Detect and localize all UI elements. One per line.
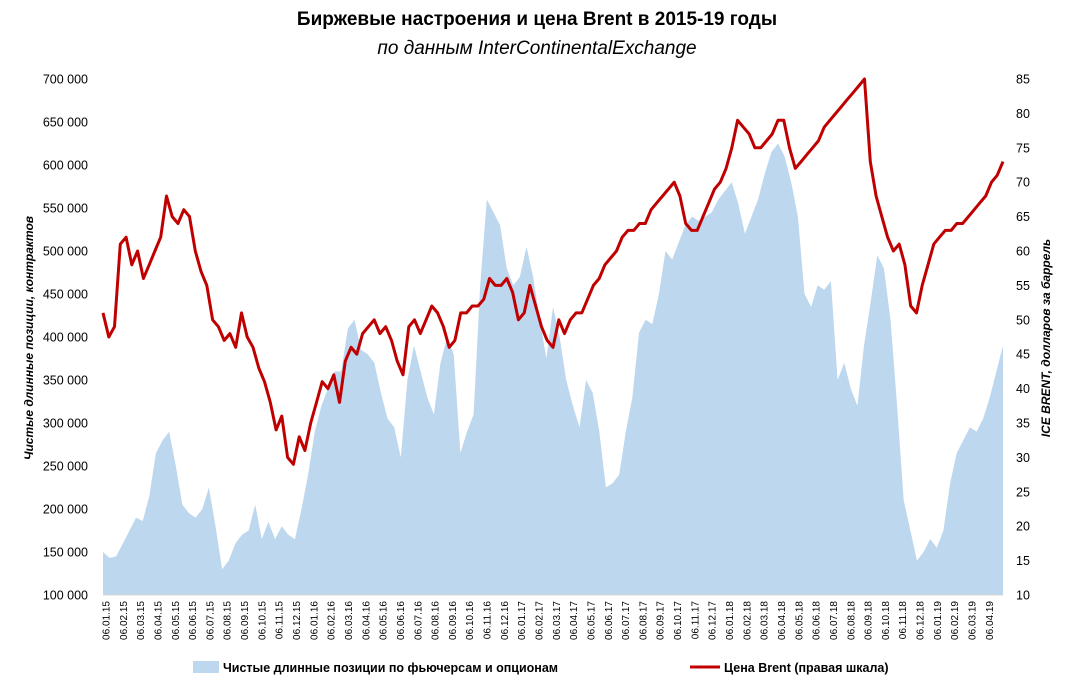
y-right-tick-label: 15 — [1016, 554, 1030, 568]
x-tick-label: 06.11.17 — [690, 601, 701, 640]
legend-label-area: Чистые длинные позиции по фьючерсам и оп… — [223, 661, 558, 675]
y-left-tick-label: 250 000 — [43, 460, 88, 474]
x-tick-label: 06.07.17 — [621, 601, 632, 640]
x-tick-label: 06.10.16 — [465, 601, 476, 640]
y-left-tick-label: 600 000 — [43, 159, 88, 173]
x-tick-label: 06.06.16 — [396, 601, 407, 640]
y-left-tick-label: 200 000 — [43, 503, 88, 517]
y-right-tick-label: 45 — [1016, 348, 1030, 362]
y-right-tick-label: 80 — [1016, 107, 1030, 121]
x-tick-label: 06.02.19 — [950, 601, 961, 640]
x-tick-label: 06.03.18 — [760, 601, 771, 640]
y-right-tick-label: 65 — [1016, 210, 1030, 224]
y-left-tick-label: 500 000 — [43, 245, 88, 259]
x-tick-label: 06.08.18 — [846, 601, 857, 640]
plot-area — [101, 77, 1005, 596]
x-tick-label: 06.09.16 — [448, 601, 459, 640]
x-tick-label: 06.01.15 — [102, 601, 113, 640]
x-tick-label: 06.05.18 — [794, 601, 805, 640]
x-tick-label: 06.10.18 — [881, 601, 892, 640]
y-right-tick-label: 75 — [1016, 141, 1030, 155]
x-tick-label: 06.06.18 — [812, 601, 823, 640]
x-tick-label: 06.07.18 — [829, 601, 840, 640]
x-tick-label: 06.10.17 — [673, 601, 684, 640]
y-left-tick-label: 700 000 — [43, 73, 88, 87]
y-left-tick-label: 400 000 — [43, 331, 88, 345]
x-tick-label: 06.11.16 — [483, 601, 494, 640]
y-right-tick-label: 30 — [1016, 451, 1030, 465]
y-right-tick-label: 20 — [1016, 520, 1030, 534]
legend-label-line: Цена Brent (правая шкала) — [724, 661, 889, 675]
x-tick-label: 06.03.17 — [552, 601, 563, 640]
y-right-tick-label: 25 — [1016, 485, 1030, 499]
y-right-tick-label: 60 — [1016, 245, 1030, 259]
x-tick-label: 06.07.16 — [413, 601, 424, 640]
chart-subtitle: по данным InterContinentalExchange — [377, 38, 696, 59]
x-tick-label: 06.04.19 — [985, 601, 996, 640]
x-tick-label: 06.02.15 — [119, 601, 130, 640]
y-right-tick-label: 10 — [1016, 589, 1030, 603]
x-tick-label: 06.04.18 — [777, 601, 788, 640]
x-tick-label: 06.04.17 — [569, 601, 580, 640]
x-tick-label: 06.04.16 — [361, 601, 372, 640]
y-axis-left: 100 000 150 000 200 000 250 000 300 000 350 0… — [43, 73, 88, 603]
y-left-tick-label: 350 000 — [43, 374, 88, 388]
x-tick-label: 06.03.19 — [968, 601, 979, 640]
x-tick-label: 06.08.16 — [431, 601, 442, 640]
y-right-tick-label: 55 — [1016, 279, 1030, 293]
chart-title: Биржевые настроения и цена Brent в 2015-… — [297, 9, 777, 30]
x-tick-label: 06.02.17 — [535, 601, 546, 640]
y-axis-right: 10 15 20 25 30 35 40 45 50 55 60 65 70 75 80 85 — [1016, 73, 1030, 603]
x-tick-label: 06.04.15 — [154, 601, 165, 640]
area-series-net-long — [103, 143, 1003, 595]
x-tick-label: 06.12.15 — [292, 601, 303, 640]
legend: Чистые длинные позиции по фьючерсам и оп… — [193, 661, 889, 675]
x-tick-label: 06.09.15 — [240, 601, 251, 640]
x-tick-label: 06.06.17 — [604, 601, 615, 640]
x-tick-label: 06.08.17 — [638, 601, 649, 640]
x-tick-label: 06.05.16 — [379, 601, 390, 640]
y-right-tick-label: 85 — [1016, 73, 1030, 87]
x-tick-label: 06.11.18 — [898, 601, 909, 640]
x-tick-label: 06.05.15 — [171, 601, 182, 640]
x-tick-label: 06.12.18 — [916, 601, 927, 640]
y-axis-right-title: ICE BRENT, долларов за баррель — [1039, 239, 1053, 437]
x-tick-label: 06.06.15 — [188, 601, 199, 640]
line-series-brent — [101, 77, 1005, 466]
x-tick-label: 06.09.17 — [656, 601, 667, 640]
x-tick-label: 06.01.18 — [725, 601, 736, 640]
x-tick-label: 06.03.15 — [136, 601, 147, 640]
x-tick-label: 06.03.16 — [344, 601, 355, 640]
x-tick-label: 06.12.17 — [708, 601, 719, 640]
y-left-tick-label: 300 000 — [43, 417, 88, 431]
x-tick-label: 06.02.16 — [327, 601, 338, 640]
y-left-tick-label: 450 000 — [43, 288, 88, 302]
x-axis: 06.01.15 06.02.15 06.03.15 06.04.15 06.05.15… — [102, 601, 996, 640]
y-right-tick-label: 35 — [1016, 417, 1030, 431]
x-tick-label: 06.02.18 — [742, 601, 753, 640]
y-left-tick-label: 100 000 — [43, 589, 88, 603]
x-tick-label: 06.01.19 — [933, 601, 944, 640]
x-tick-label: 06.12.16 — [500, 601, 511, 640]
x-tick-label: 06.10.15 — [257, 601, 268, 640]
x-tick-label: 06.01.17 — [517, 601, 528, 640]
y-right-tick-label: 50 — [1016, 313, 1030, 327]
legend-swatch-area — [193, 661, 219, 673]
x-tick-label: 06.01.16 — [309, 601, 320, 640]
x-tick-label: 06.08.15 — [223, 601, 234, 640]
x-tick-label: 06.11.15 — [275, 601, 286, 640]
y-left-tick-label: 650 000 — [43, 116, 88, 130]
y-right-tick-label: 70 — [1016, 176, 1030, 190]
x-tick-label: 06.07.15 — [205, 601, 216, 640]
y-axis-left-title: Чистые длинные позиции, контрактов — [22, 216, 36, 460]
x-tick-label: 06.05.17 — [587, 601, 598, 640]
y-left-tick-label: 150 000 — [43, 546, 88, 560]
x-tick-label: 06.09.18 — [864, 601, 875, 640]
y-left-tick-label: 550 000 — [43, 202, 88, 216]
y-right-tick-label: 40 — [1016, 382, 1030, 396]
